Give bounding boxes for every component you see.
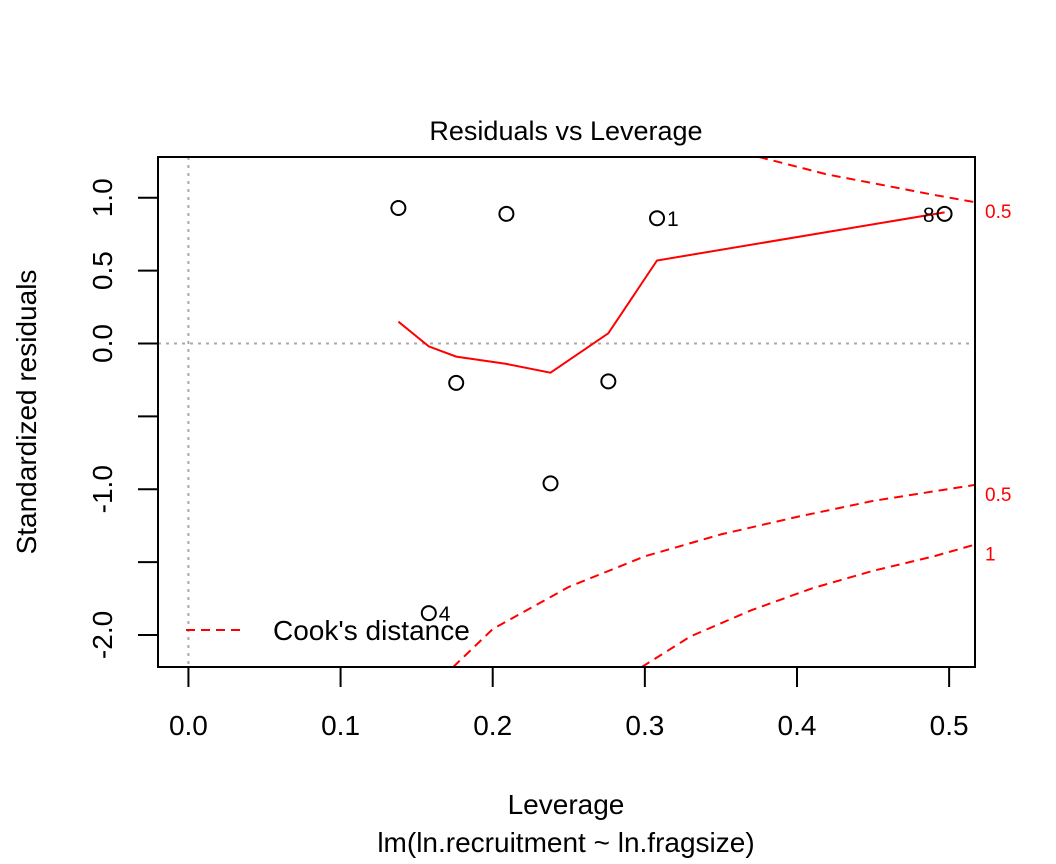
smoother-line <box>397 211 945 374</box>
data-point-4 <box>936 205 953 222</box>
plot-clip-group: 1 8 4 <box>158 157 975 667</box>
data-point-5 <box>448 374 465 391</box>
legend-label-cooks-distance: Cook's distance <box>273 615 470 646</box>
point-label-8: 8 <box>923 204 935 227</box>
point-label-4: 4 <box>439 603 451 626</box>
cooks-contour-label-3: 1 <box>985 545 996 566</box>
x-tick-label-4: 0.4 <box>778 710 817 741</box>
chart-title: Residuals vs Leverage <box>429 116 702 146</box>
x-axis-sublabel: lm(ln.recruitment ~ ln.fragsize) <box>377 827 754 858</box>
y-tick-label-1: 0.5 <box>87 251 118 290</box>
cooks-distance-contour-2 <box>452 483 975 667</box>
data-point-1 <box>390 200 407 216</box>
x-tick-label-2: 0.2 <box>473 710 512 741</box>
y-tick-label-2: 0.0 <box>87 324 118 363</box>
data-point-3 <box>649 210 666 227</box>
cooks-distance-contour-3 <box>641 543 975 667</box>
data-point-8 <box>420 605 437 622</box>
y-tick-label-4: -1.0 <box>87 465 118 513</box>
x-tick-label-5: 0.5 <box>930 710 969 741</box>
data-point-6 <box>600 373 617 390</box>
plot-area: 1 8 4 0.5 0.5 1 0.0 0.1 0.2 0.3 0.4 0.5 1.0 0.5 0.0 -1.… <box>87 156 1011 741</box>
plot-frame <box>157 156 976 668</box>
y-axis-label: Standardized residuals <box>11 270 42 555</box>
data-point-2 <box>498 205 515 222</box>
x-tick-label-1: 0.1 <box>321 710 360 741</box>
cooks-contour-label-1: 0.5 <box>985 202 1011 223</box>
cooks-contour-label-2: 0.5 <box>985 485 1011 506</box>
point-label-1: 1 <box>667 208 679 231</box>
y-tick-label-0: 1.0 <box>87 178 118 217</box>
data-point-7 <box>542 475 559 492</box>
y-tick-label-6: -2.0 <box>87 611 118 659</box>
x-tick-label-3: 0.3 <box>625 710 664 741</box>
x-axis-label: Leverage <box>508 789 625 820</box>
cooks-distance-contour-1 <box>758 157 975 204</box>
x-tick-label-0: 0.0 <box>169 710 208 741</box>
